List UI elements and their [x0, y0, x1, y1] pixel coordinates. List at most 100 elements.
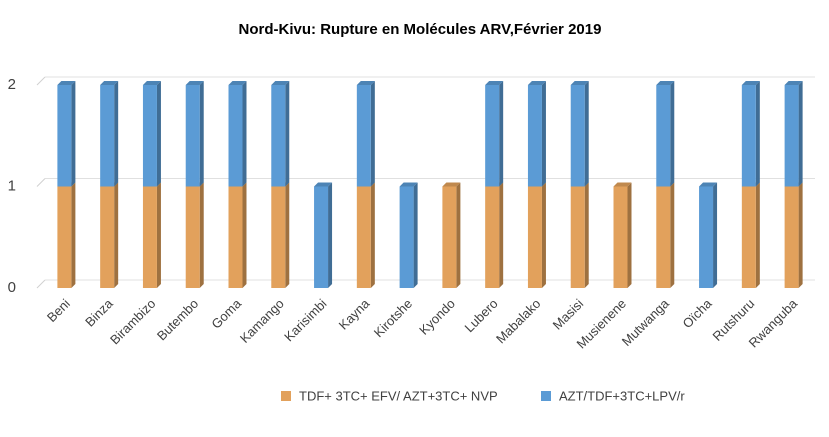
bar [399, 186, 414, 288]
bar [741, 85, 756, 187]
bar-side [285, 182, 290, 288]
y-tick-label: 0 [8, 279, 16, 296]
bar-side [413, 182, 418, 288]
bar-top [185, 81, 204, 85]
x-tick-label: Masisi [550, 296, 587, 333]
x-tick-label: Kirotshe [371, 296, 415, 340]
x-tick-label: Mabalako [493, 296, 543, 346]
legend-label: TDF+ 3TC+ EFV/ AZT+3TC+ NVP [299, 388, 498, 403]
bar-side [627, 182, 632, 288]
bar [570, 85, 585, 187]
bar-side [541, 81, 546, 187]
bar-side [199, 81, 204, 187]
y-tick-label: 1 [8, 177, 16, 194]
bar [314, 186, 329, 288]
bar-side [798, 182, 803, 288]
x-tick-label: Goma [208, 295, 244, 331]
legend-swatch [541, 391, 551, 401]
bar [57, 186, 72, 288]
bar-top [527, 81, 546, 85]
chart-title: Nord-Kivu: Rupture en Molécules ARV,Févr… [239, 21, 602, 38]
bar-top [314, 182, 333, 187]
bar [57, 85, 72, 187]
bar [741, 186, 756, 288]
bar-side [71, 182, 76, 288]
bar-side [71, 81, 76, 187]
x-tick-label: Butembo [154, 296, 201, 343]
bar [185, 85, 200, 187]
bar-side [670, 182, 675, 288]
bar-side [670, 81, 675, 187]
bar [527, 85, 542, 187]
bar-side [541, 182, 546, 288]
bar-side [499, 81, 504, 187]
bar [656, 85, 671, 187]
bar-top [784, 81, 803, 85]
bar-top [613, 182, 632, 187]
bar-side [156, 182, 161, 288]
bar-top [399, 182, 418, 187]
bar-side [713, 182, 718, 288]
grid-depth [36, 279, 46, 289]
bar [271, 85, 286, 187]
bar-top [356, 81, 375, 85]
bar [100, 186, 115, 288]
bar [613, 186, 628, 288]
y-tick-label: 2 [8, 76, 16, 93]
bar-side [584, 81, 589, 187]
x-tick-label: Kayna [336, 295, 373, 332]
bar [442, 186, 457, 288]
bar-side [499, 182, 504, 288]
bar-top [699, 182, 718, 187]
legend-swatch [281, 391, 291, 401]
x-tick-label: Mutwanga [619, 295, 673, 349]
x-tick-label: Lubero [461, 296, 500, 335]
bar [699, 186, 714, 288]
bar [185, 186, 200, 288]
bar-top [228, 81, 247, 85]
bar [784, 85, 799, 187]
x-tick-label: Karisimbi [281, 296, 329, 344]
x-tick-label: Oïcha [679, 295, 715, 331]
bar-side [755, 182, 760, 288]
bar-top [570, 81, 589, 85]
bar [570, 186, 585, 288]
bar [356, 85, 371, 187]
bar [656, 186, 671, 288]
bar-side [370, 182, 375, 288]
bar [100, 85, 115, 187]
bar [228, 186, 243, 288]
bar-top [57, 81, 76, 85]
bar [228, 85, 243, 187]
bar-side [242, 81, 247, 187]
bar-side [285, 81, 290, 187]
bar-top [271, 81, 290, 85]
bar-top [142, 81, 161, 85]
bar [485, 85, 500, 187]
x-tick-label: Birambizo [107, 296, 158, 347]
x-tick-label: Beni [44, 296, 73, 325]
bar-side [798, 81, 803, 187]
bar-top [485, 81, 504, 85]
bar [356, 186, 371, 288]
bar-side [156, 81, 161, 187]
bar-top [656, 81, 675, 85]
bar [142, 85, 157, 187]
bar [784, 186, 799, 288]
bar-side [199, 182, 204, 288]
bar-side [370, 81, 375, 187]
bar [142, 186, 157, 288]
bar-top [442, 182, 461, 187]
bar-top [741, 81, 760, 85]
bar [527, 186, 542, 288]
x-tick-label: Kyondo [416, 296, 458, 338]
bar-top [100, 81, 119, 85]
bar-side [328, 182, 333, 288]
bar-side [755, 81, 760, 187]
bar-side [114, 81, 119, 187]
bar-side [114, 182, 119, 288]
bar-side [584, 182, 589, 288]
bar-side [456, 182, 461, 288]
bar [485, 186, 500, 288]
